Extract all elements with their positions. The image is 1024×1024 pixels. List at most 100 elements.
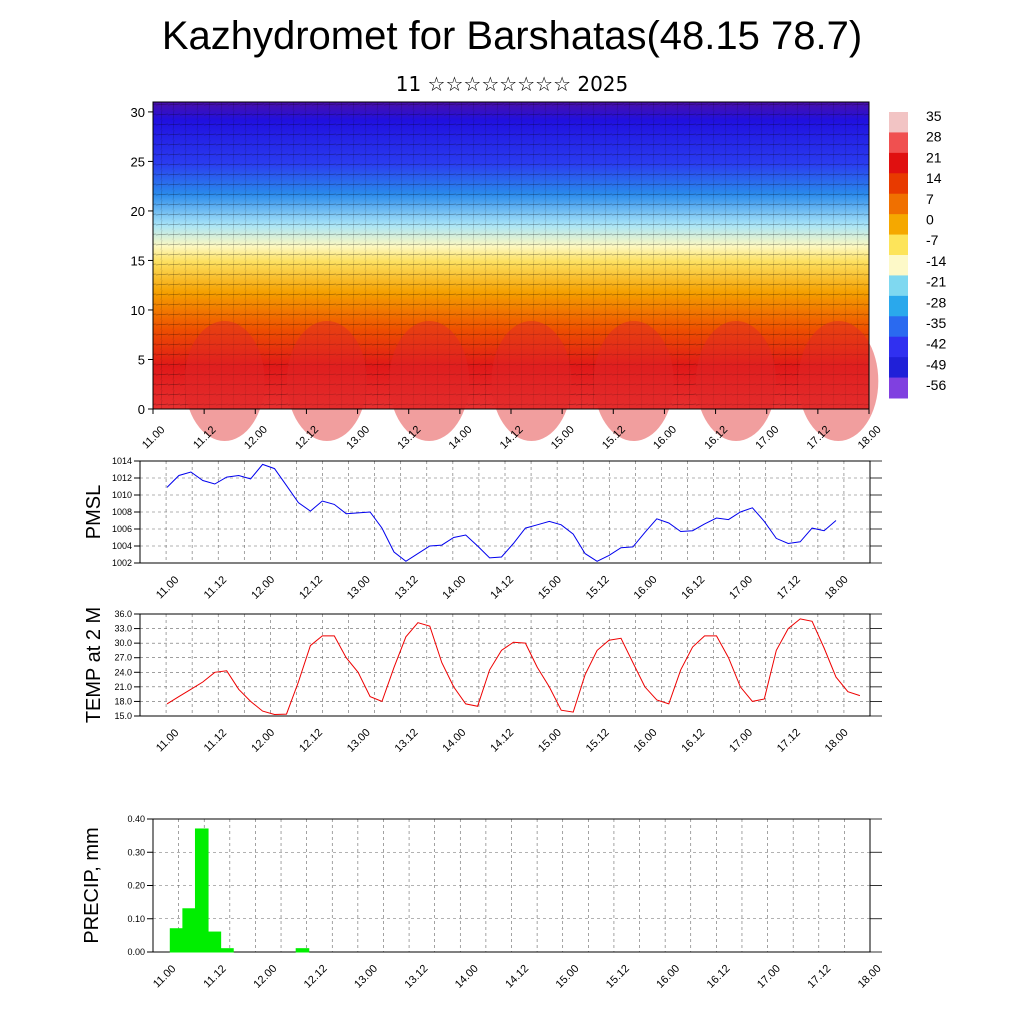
x-tick-label: 13.00 [352, 963, 380, 991]
x-tick-label: 16.00 [632, 727, 660, 755]
x-tick-label: 13.12 [403, 963, 431, 991]
x-tick-label: 12.12 [302, 963, 330, 991]
y-tick-label: 0.10 [127, 914, 145, 924]
x-tick-label: 15.12 [584, 727, 612, 755]
y-tick-label: 0.40 [127, 814, 145, 824]
y-tick-label: 1004 [112, 541, 132, 551]
y-tick-label: 1006 [112, 524, 132, 534]
colorbar-label: 28 [926, 129, 942, 145]
x-tick-label: 12.12 [297, 727, 325, 755]
y-tick-label: 24.0 [114, 667, 132, 677]
pmsl-line [166, 463, 837, 562]
y-axis-label: TEMP at 2 M [83, 607, 105, 723]
y-tick-label: 36.0 [114, 609, 132, 619]
precip-bar [207, 931, 222, 953]
y-tick-label: 18.0 [114, 696, 132, 706]
pmsl-panel: 1002 1004 1006 1008 1010 1012 1014 PMSL 11.00 11.… [83, 456, 882, 602]
x-tick-label: 17.00 [727, 574, 755, 602]
colorbar-swatch [889, 112, 908, 133]
x-tick-label: 17.00 [755, 963, 783, 991]
y-tick-label: 27.0 [114, 653, 132, 663]
warm-core [389, 321, 470, 441]
x-tick-label: 14.12 [488, 574, 516, 602]
colorbar-label: 21 [926, 149, 942, 165]
y-tick-label: 30 [131, 105, 145, 120]
colorbar-label: -35 [926, 315, 946, 331]
warm-core [696, 321, 777, 441]
chart-title: Kazhydromet for Barshatas(48.15 78.7) [161, 14, 863, 58]
y-axis-label: PMSL [83, 485, 105, 539]
colorbar-label: 7 [926, 191, 934, 207]
x-tick-label: 17.00 [727, 727, 755, 755]
y-tick-label: 0.00 [127, 947, 145, 957]
x-tick-label: 17.12 [805, 963, 833, 991]
x-tick-label: 14.12 [503, 963, 531, 991]
x-tick-label: 13.00 [345, 727, 373, 755]
y-tick-label: 1008 [112, 507, 132, 517]
colorbar-label: -49 [926, 356, 946, 372]
x-tick-label: 12.12 [297, 574, 325, 602]
x-tick-label: 14.00 [453, 963, 481, 991]
x-tick-label: 15.00 [554, 963, 582, 991]
y-tick-label: 21.0 [114, 682, 132, 692]
x-tick-label: 11.12 [202, 574, 229, 601]
colorbar-swatch [889, 173, 908, 195]
colorbar: 35 28 21 14 7 0 -7 -14 -21 -28 -35 -42 -49 -56 [889, 108, 946, 399]
y-tick-label: 25 [131, 154, 145, 169]
warm-core [593, 321, 674, 441]
warm-core [184, 321, 265, 441]
colorbar-label: 0 [926, 212, 934, 228]
colorbar-label: -21 [926, 274, 946, 290]
warm-core [798, 321, 879, 441]
plot-frame [139, 613, 871, 717]
colorbar-swatch [889, 336, 908, 358]
colorbar-label: 35 [926, 108, 942, 124]
warm-core [491, 321, 572, 441]
x-tick-label: 12.00 [249, 574, 277, 602]
x-tick-label: 11.00 [154, 727, 181, 754]
warm-core [286, 321, 367, 441]
y-tick-label: 1014 [112, 456, 132, 466]
colorbar-swatch [889, 152, 908, 174]
y-tick-label: 0 [138, 402, 145, 417]
plot-frame [139, 460, 871, 564]
y-tick-label: 1002 [112, 558, 132, 568]
x-tick-label: 17.12 [775, 574, 803, 602]
x-tick-label: 16.12 [705, 963, 733, 991]
x-tick-label: 12.00 [249, 727, 277, 755]
colorbar-swatch [889, 193, 908, 215]
precip-bar [194, 828, 209, 953]
y-tick-label: 1012 [112, 473, 132, 483]
y-tick-label: 0.30 [127, 847, 145, 857]
y-axis-label: PRECIP, mm [81, 827, 103, 943]
x-tick-label: 11.00 [140, 424, 167, 451]
x-tick-label: 15.00 [536, 574, 564, 602]
y-tick-label: 10 [131, 303, 145, 318]
temp-line [166, 618, 861, 716]
x-tick-label: 13.00 [345, 574, 373, 602]
precip-bar [295, 948, 310, 953]
y-tick-label: 1010 [112, 490, 132, 500]
colorbar-swatch [889, 377, 908, 399]
colorbar-swatch [889, 234, 908, 256]
colorbar-label: -28 [926, 294, 946, 310]
colorbar-swatch [889, 275, 908, 297]
x-tick-label: 12.00 [251, 963, 279, 991]
y-tick-label: 20 [131, 204, 145, 219]
chart-subtitle: 11 ☆☆☆☆☆☆☆☆ 2025 [395, 72, 629, 96]
precip-bar [220, 948, 234, 953]
x-tick-label: 15.12 [604, 963, 632, 991]
x-tick-label: 13.12 [393, 727, 421, 755]
wind-vectors [153, 102, 869, 409]
x-tick-label: 17.12 [775, 727, 803, 755]
x-tick-label: 14.00 [440, 574, 468, 602]
x-tick-label: 11.12 [202, 727, 229, 754]
y-tick-label: 33.0 [114, 624, 132, 634]
colorbar-swatch [889, 316, 908, 338]
x-tick-label: 15.00 [536, 727, 564, 755]
x-tick-label: 18.00 [856, 963, 884, 991]
y-tick-label: 0.20 [127, 881, 145, 891]
